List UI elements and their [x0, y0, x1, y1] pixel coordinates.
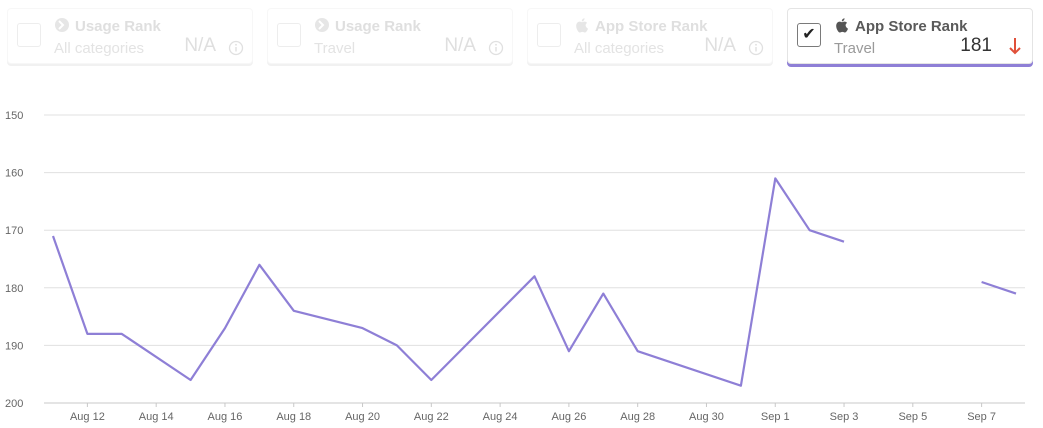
x-tick-label: Aug 14	[139, 411, 174, 423]
metric-card-3[interactable]: App Store Rank All categories N/A	[527, 8, 773, 64]
rank-line-chart: 150 160 170 180 190 200 Aug 12 Aug 14 Aug 16 Aug …	[5, 110, 1025, 423]
card-category: Travel	[314, 40, 356, 57]
x-tick-label: Sep 7	[967, 411, 996, 423]
x-tick-label: Aug 16	[208, 411, 243, 423]
x-tick-label: Sep 1	[761, 411, 790, 423]
y-tick-label: 180	[5, 283, 23, 295]
y-tick-label: 200	[5, 398, 23, 410]
card-value: N/A	[184, 35, 216, 56]
x-tick-label: Aug 26	[551, 411, 586, 423]
metric-checkbox[interactable]	[17, 23, 41, 47]
trend-down-arrow-icon	[1009, 38, 1021, 55]
card-title: App Store Rank	[834, 17, 968, 35]
apple-icon	[576, 18, 588, 33]
info-icon[interactable]	[748, 40, 764, 56]
x-tick-label: Aug 28	[620, 411, 655, 423]
card-title-text: Usage Rank	[335, 18, 421, 35]
metric-checkbox[interactable]: ✔	[797, 23, 821, 47]
card-value: 181	[960, 35, 992, 56]
card-title: Usage Rank	[54, 17, 161, 35]
x-tick-label: Aug 12	[70, 411, 105, 423]
usage-icon	[55, 18, 69, 32]
card-title-text: App Store Rank	[855, 18, 968, 35]
metric-card-2[interactable]: Usage Rank Travel N/A	[267, 8, 513, 64]
x-tick-label: Aug 20	[345, 411, 380, 423]
info-icon[interactable]	[228, 40, 244, 56]
y-tick-label: 170	[5, 225, 23, 237]
x-tick-label: Sep 3	[830, 411, 859, 423]
card-title-text: Usage Rank	[75, 18, 161, 35]
apple-icon	[836, 18, 848, 33]
series-line	[981, 280, 1017, 295]
y-tick-label: 150	[5, 110, 23, 122]
x-tick-label: Sep 5	[898, 411, 927, 423]
card-value: N/A	[444, 35, 476, 56]
metric-card-1[interactable]: Usage Rank All categories N/A	[7, 8, 253, 64]
card-value: N/A	[704, 35, 736, 56]
card-title: App Store Rank	[574, 17, 708, 35]
card-title: Usage Rank	[314, 17, 421, 35]
metric-checkbox[interactable]	[537, 23, 561, 47]
info-icon[interactable]	[488, 40, 504, 56]
metric-checkbox[interactable]	[277, 23, 301, 47]
series-line	[51, 177, 845, 387]
checkmark-icon: ✔	[802, 26, 816, 43]
metric-card-4[interactable]: ✔ App Store Rank Travel 181	[787, 8, 1033, 64]
card-category: All categories	[54, 40, 145, 57]
card-title-text: App Store Rank	[595, 18, 708, 35]
x-tick-label: Aug 30	[689, 411, 724, 423]
x-tick-label: Aug 22	[414, 411, 449, 423]
card-category: All categories	[574, 40, 665, 57]
card-category: Travel	[834, 40, 876, 57]
usage-icon	[315, 18, 329, 32]
x-tick-label: Aug 24	[483, 411, 518, 423]
y-tick-label: 190	[5, 340, 23, 352]
x-tick-label: Aug 18	[276, 411, 311, 423]
y-tick-label: 160	[5, 168, 23, 180]
